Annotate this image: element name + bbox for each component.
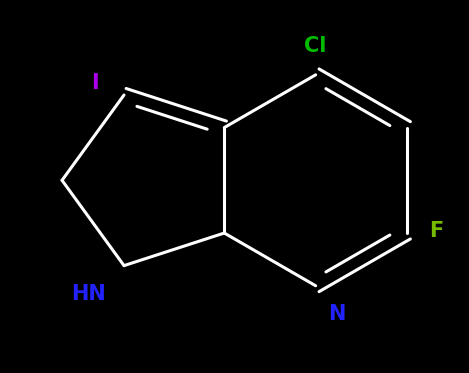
Text: F: F [429, 220, 444, 241]
Text: Cl: Cl [304, 36, 327, 56]
Text: HN: HN [71, 284, 106, 304]
Text: I: I [91, 73, 99, 93]
Text: N: N [328, 304, 346, 325]
